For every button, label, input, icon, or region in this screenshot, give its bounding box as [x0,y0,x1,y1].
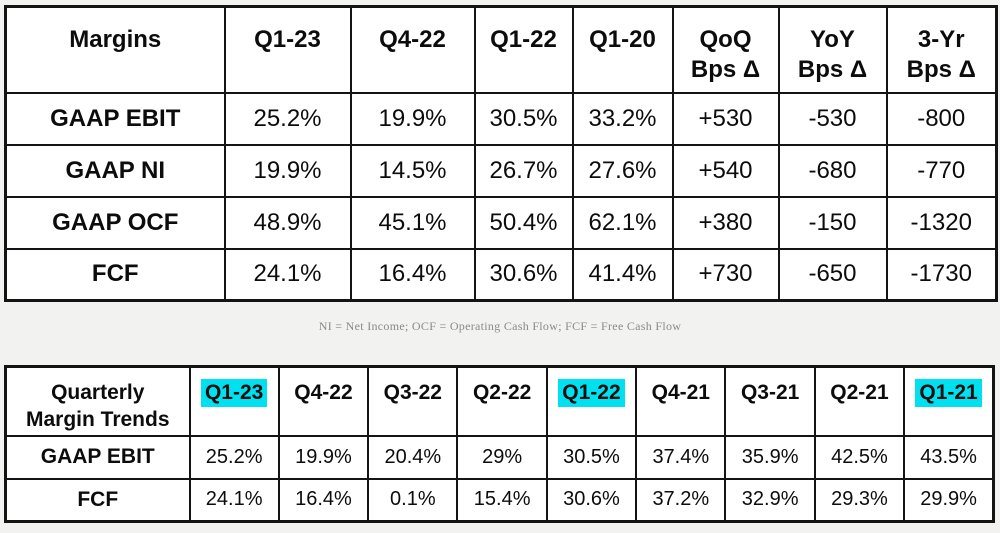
row-label: GAAP EBIT [4,434,191,480]
trends-col-q1-22: Q1-22 [545,365,638,437]
cell: -530 [777,91,888,146]
cell: 41.4% [571,247,674,302]
margins-row-gaap-ocf: GAAP OCF 48.9% 45.1% 50.4% 62.1% +380 -1… [4,195,998,250]
cell: +380 [671,195,780,250]
margins-row-gaap-ni: GAAP NI 19.9% 14.5% 26.7% 27.6% +540 -68… [4,143,998,198]
cell: -650 [777,247,888,302]
abbreviations-note: NI = Net Income; OCF = Operating Cash Fl… [318,319,682,333]
row-label: FCF [4,247,226,302]
cell: 62.1% [571,195,674,250]
row-label: FCF [4,477,191,523]
trends-col-q1-21: Q1-21 [903,365,995,437]
margins-title: Margins [4,5,226,94]
trends-col-q2-22: Q2-22 [456,365,548,437]
trends-col-q1-23: Q1-23 [188,365,280,437]
trends-col-q4-22: Q4-22 [277,365,370,437]
cell: 15.4% [456,477,548,523]
cell: 27.6% [571,143,674,198]
cell: 30.6% [473,247,574,302]
cell: +540 [671,143,780,198]
margins-col-yoy-bps: YoY Bps Δ [777,5,888,94]
highlight-q1-22: Q1-22 [558,379,625,408]
margins-col-qoq-bps: QoQ Bps Δ [671,5,780,94]
cell: +730 [671,247,780,302]
cell: 45.1% [349,195,476,250]
cell: 43.5% [903,434,995,480]
margins-table: Margins Q1-23 Q4-22 Q1-22 Q1-20 QoQ Bps … [4,5,998,302]
margins-col-q4-22: Q4-22 [349,5,476,94]
cell: 29% [456,434,548,480]
highlight-q1-23: Q1-23 [200,379,268,408]
cell: 14.5% [349,143,476,198]
trends-row-gaap-ebit: GAAP EBIT 25.2% 19.9% 20.4% 29% 30.5% 37… [4,434,995,480]
cell: 20.4% [367,434,459,480]
cell: -800 [885,91,998,146]
trends-row-fcf: FCF 24.1% 16.4% 0.1% 15.4% 30.6% 37.2% 3… [4,477,995,523]
cell: 32.9% [724,477,816,523]
cell: 19.9% [223,143,352,198]
trends-col-q4-21: Q4-21 [635,365,727,437]
cell: 24.1% [223,247,352,302]
highlight-q1-21: Q1-21 [915,379,982,408]
trends-header-row: Quarterly Margin Trends Q1-23 Q4-22 Q3-2… [4,365,995,437]
trends-col-q3-22: Q3-22 [367,365,459,437]
cell: 19.9% [277,434,370,480]
cell: -150 [777,195,888,250]
cell: -680 [777,143,888,198]
quarterly-margin-trends-table: Quarterly Margin Trends Q1-23 Q4-22 Q3-2… [4,365,995,524]
cell: 26.7% [473,143,574,198]
cell: 19.9% [349,91,476,146]
row-label: GAAP EBIT [4,91,226,146]
cell: 37.2% [635,477,727,523]
margins-col-q1-23: Q1-23 [223,5,352,94]
trends-col-q3-21: Q3-21 [724,365,816,437]
margins-col-3yr-bps: 3-Yr Bps Δ [885,5,998,94]
cell: 25.2% [188,434,280,480]
cell: -1320 [885,195,998,250]
margins-col-q1-20: Q1-20 [571,5,674,94]
cell: 35.9% [724,434,816,480]
margins-col-q1-22: Q1-22 [473,5,574,94]
cell: 37.4% [635,434,727,480]
cell: 16.4% [277,477,370,523]
cell: 30.6% [545,477,638,523]
cell: 50.4% [473,195,574,250]
margins-row-fcf: FCF 24.1% 16.4% 30.6% 41.4% +730 -650 -1… [4,247,998,302]
trends-title: Quarterly Margin Trends [4,365,191,437]
cell: 33.2% [571,91,674,146]
cell: 24.1% [188,477,280,523]
cell: 48.9% [223,195,352,250]
row-label: GAAP NI [4,143,226,198]
margins-header-row: Margins Q1-23 Q4-22 Q1-22 Q1-20 QoQ Bps … [4,5,998,94]
cell: 0.1% [367,477,459,523]
trends-col-q2-21: Q2-21 [813,365,906,437]
cell: 29.9% [903,477,995,523]
cell: 30.5% [545,434,638,480]
cell: 30.5% [473,91,574,146]
cell: 16.4% [349,247,476,302]
cell: -1730 [885,247,998,302]
cell: 29.3% [813,477,906,523]
cell: -770 [885,143,998,198]
row-label: GAAP OCF [4,195,226,250]
cell: +530 [671,91,780,146]
cell: 42.5% [813,434,906,480]
margins-row-gaap-ebit: GAAP EBIT 25.2% 19.9% 30.5% 33.2% +530 -… [4,91,998,146]
cell: 25.2% [223,91,352,146]
